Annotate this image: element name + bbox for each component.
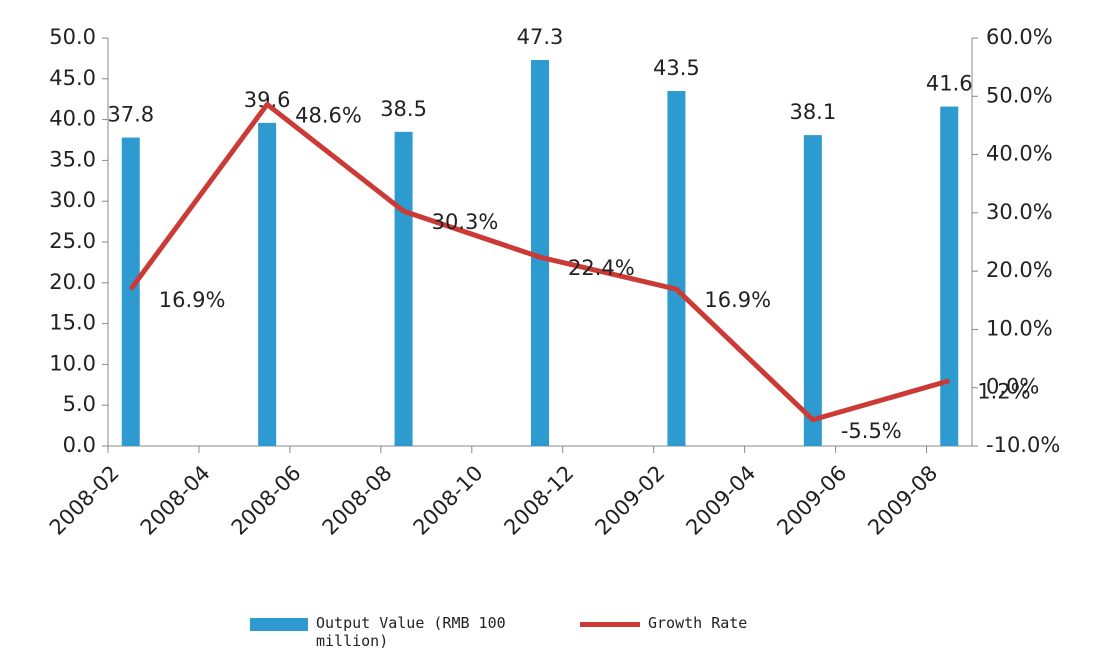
bar-label: 47.3 [517,25,564,49]
y-tick-label: 35.0 [49,147,96,171]
x-tick-label: 2008-08 [318,461,397,540]
bar-label: 38.1 [789,100,836,124]
legend-item: Growth Rate [580,614,747,632]
y-tick-label: 0.0 [63,433,96,457]
y2-tick-label: -10.0% [986,433,1060,457]
y2-tick-label: 50.0% [986,83,1053,107]
bar [667,91,686,446]
bar [258,122,277,446]
x-tick-label: 2009-08 [863,461,942,540]
y2-tick-label: 20.0% [986,258,1053,282]
line-label: 22.4% [568,256,635,280]
x-tick-label: 2008-10 [409,461,488,540]
line-label: 1.2% [977,380,1030,404]
bar-label: 38.5 [380,97,427,121]
y2-tick-label: 10.0% [986,316,1053,340]
legend-label: Growth Rate [648,614,748,632]
y2-tick-label: 60.0% [986,25,1053,49]
y-tick-label: 25.0 [49,229,96,253]
bar-label: 43.5 [653,56,700,80]
line [128,101,950,423]
y-tick-label: 20.0 [49,270,96,294]
bar [940,106,959,446]
bar-label: 41.6 [926,72,973,96]
y-tick-label: 50.0 [49,25,96,49]
x-tick-label: 2009-04 [681,461,760,540]
x-tick-label: 2009-06 [772,461,851,540]
legend-label: Output Value (RMB 100 million) [316,614,506,650]
y-tick-label: 40.0 [49,107,96,131]
y-tick-label: 15.0 [49,311,96,335]
y2-tick-label: 0.0% [986,375,1039,399]
legend-swatch [580,622,640,627]
y-tick-label: 30.0 [49,188,96,212]
y-tick-label: 10.0 [49,351,96,375]
line-label: 48.6% [295,103,362,127]
line-label: -5.5% [841,419,902,443]
bar [394,131,413,446]
legend-swatch [250,618,308,631]
x-tick-label: 2009-02 [590,461,669,540]
y2-tick-label: 30.0% [986,200,1053,224]
bar [803,135,822,446]
x-tick-label: 2008-04 [136,461,215,540]
y2-tick-label: 40.0% [986,142,1053,166]
line-label: 16.9% [159,288,226,312]
bar [531,60,549,446]
legend-item: Output Value (RMB 100 million) [250,614,556,650]
x-tick-label: 2008-06 [227,461,306,540]
line-label: 30.3% [432,210,499,234]
bar-label: 37.8 [107,103,154,127]
bar [121,137,140,446]
x-tick-label: 2008-12 [499,461,578,540]
line-label: 16.9% [704,288,771,312]
y-tick-label: 45.0 [49,66,96,90]
y-tick-label: 5.0 [63,392,96,416]
x-tick-label: 2008-02 [45,461,124,540]
